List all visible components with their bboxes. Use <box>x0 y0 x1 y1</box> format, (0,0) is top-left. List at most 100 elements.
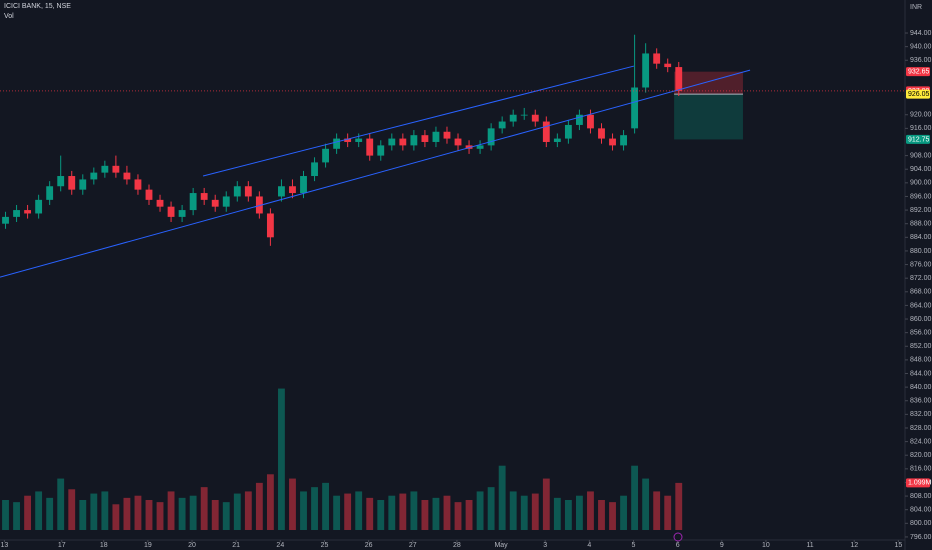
x-tick-label: 18 <box>100 542 108 549</box>
volume-bar <box>2 500 9 530</box>
candle-body <box>189 193 197 211</box>
y-tick-label: 900.00 <box>910 180 932 187</box>
volume-bar <box>156 502 164 530</box>
candle-body <box>333 138 341 149</box>
volume-bar <box>90 493 98 530</box>
volume-bar <box>553 497 561 530</box>
candle-body <box>377 145 385 156</box>
trend-line <box>0 69 751 278</box>
y-tick-label: 888.00 <box>910 221 932 228</box>
volume-bar <box>200 487 208 530</box>
candle-body <box>178 210 186 217</box>
volume-bar <box>653 491 661 530</box>
volume-bar <box>289 478 296 530</box>
y-tick-label: 808.00 <box>910 493 932 500</box>
y-tick-label: 896.00 <box>910 193 932 200</box>
candle-body <box>366 138 374 156</box>
price-tag <box>906 67 930 77</box>
volume-bar <box>432 497 440 530</box>
y-tick-label: 940.00 <box>910 43 932 50</box>
position-target-zone <box>674 94 743 140</box>
y-tick-label: 892.00 <box>910 207 932 214</box>
y-tick-label: 836.00 <box>910 398 932 405</box>
y-tick-label: 824.00 <box>910 438 932 445</box>
volume-bar <box>266 474 274 530</box>
x-tick-label: 27 <box>409 542 417 549</box>
candle-body <box>542 121 550 142</box>
y-tick-label: 944.00 <box>910 30 932 37</box>
candle-body <box>134 179 142 190</box>
candle-body <box>498 121 506 129</box>
candle-body <box>90 172 98 180</box>
y-tick-label: 880.00 <box>910 248 932 255</box>
x-tick-label: 25 <box>321 542 329 549</box>
candle-body <box>322 148 330 163</box>
candle-body <box>531 114 539 122</box>
volume-bar <box>664 495 672 530</box>
candle-body <box>344 138 352 142</box>
candle-body <box>156 199 164 207</box>
x-tick-label: 5 <box>632 542 636 549</box>
x-tick-label: May <box>494 542 508 549</box>
candle-body <box>101 165 109 173</box>
volume-bar <box>222 502 230 530</box>
volume-bar <box>189 495 197 530</box>
candle-body <box>575 114 583 125</box>
candle-body <box>211 199 219 207</box>
candle-body <box>46 186 54 200</box>
candle-body <box>476 145 484 149</box>
y-tick-label: 876.00 <box>910 261 932 268</box>
volume-bar <box>487 487 495 530</box>
volume-bar <box>498 465 506 530</box>
volume-bar <box>454 502 462 530</box>
x-tick-label: 28 <box>453 542 461 549</box>
volume-bar <box>465 500 473 530</box>
x-tick-label: 15 <box>894 542 902 549</box>
candle-body <box>598 128 605 139</box>
volume-bar <box>167 491 175 530</box>
volume-bar <box>509 491 517 530</box>
candle-body <box>465 145 473 149</box>
y-tick-label: 832.00 <box>910 411 932 418</box>
y-tick-label: 936.00 <box>910 57 932 64</box>
candle-body <box>454 138 462 146</box>
candle-body <box>68 176 76 190</box>
volume-bar <box>134 495 142 530</box>
y-tick-label: 868.00 <box>910 289 932 296</box>
candle-body <box>410 135 418 146</box>
volume-bar <box>233 493 241 530</box>
volume-bar <box>244 491 252 530</box>
candle-body <box>631 87 639 129</box>
candle-body <box>432 131 440 142</box>
y-tick-label: 848.00 <box>910 357 932 364</box>
candle-body <box>520 114 528 116</box>
candle-body <box>653 53 661 64</box>
candle-body <box>355 138 363 142</box>
y-tick-label: 904.00 <box>910 166 932 173</box>
volume-bar <box>598 500 605 530</box>
candle-body <box>112 165 120 173</box>
x-tick-label: 9 <box>720 542 724 549</box>
volume-bar <box>675 482 683 530</box>
candle-body <box>79 179 87 190</box>
volume-bar <box>333 495 341 530</box>
volume-bar <box>531 493 539 530</box>
candle-body <box>311 162 318 177</box>
x-tick-label: 3 <box>543 542 547 549</box>
volume-bar <box>112 504 120 530</box>
candle-body <box>123 172 131 180</box>
volume-bar <box>366 497 374 530</box>
volume-bar <box>399 493 407 530</box>
candle-body <box>255 196 263 214</box>
candle-body <box>388 138 396 146</box>
x-tick-label: 20 <box>188 542 196 549</box>
candle-body <box>35 199 43 214</box>
volume-bar <box>79 500 87 530</box>
x-tick-label: 4 <box>587 542 591 549</box>
x-tick-label: 11 <box>806 542 813 549</box>
candle-body <box>609 138 616 146</box>
y-tick-label: 856.00 <box>910 329 932 336</box>
